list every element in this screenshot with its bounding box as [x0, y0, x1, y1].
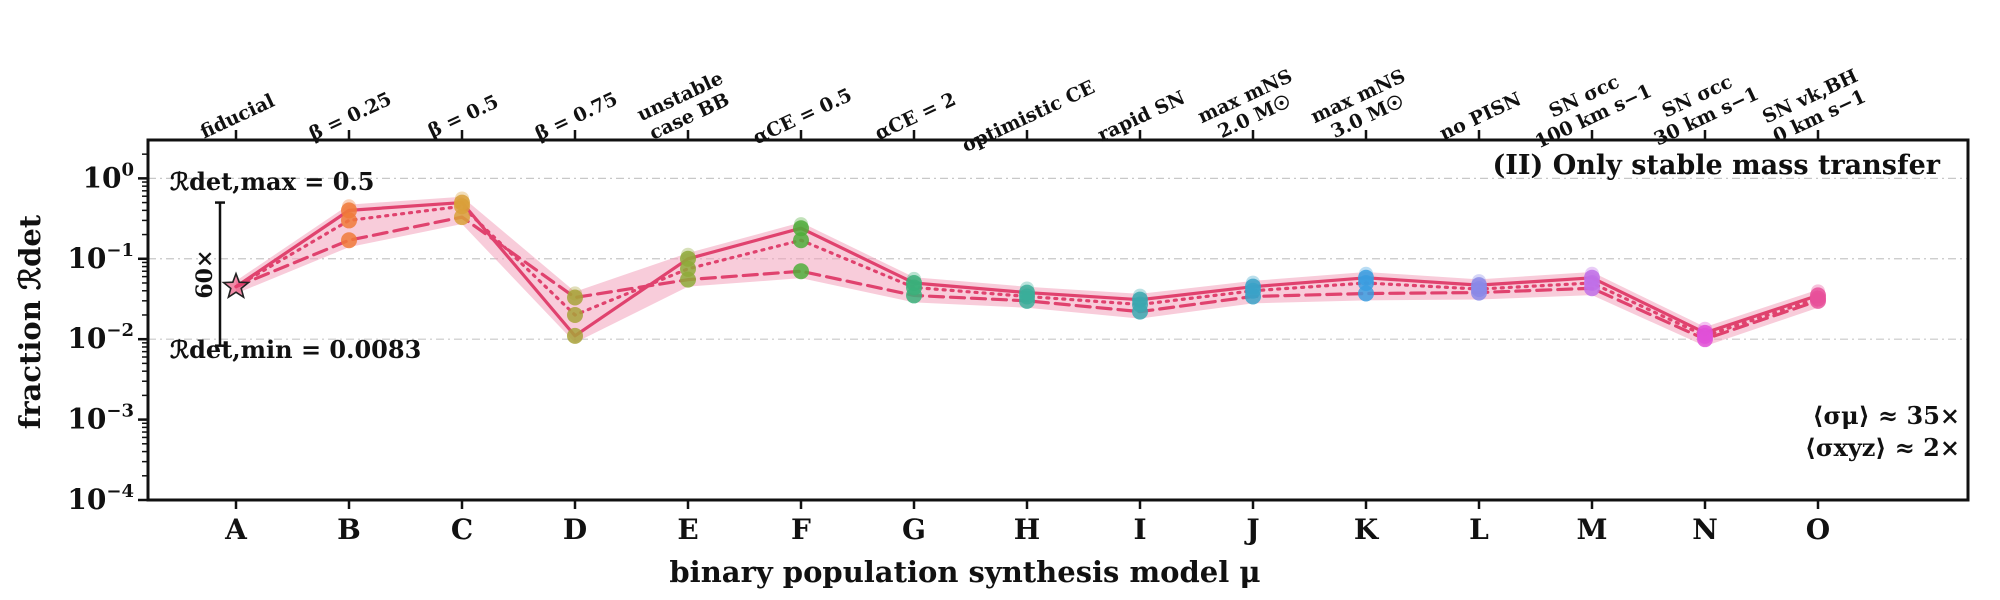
data-point-D — [567, 289, 583, 306]
fiducial-star-marker — [221, 271, 251, 300]
data-point-halo-E — [681, 247, 695, 262]
model-name-label: β = 0.25 — [306, 88, 395, 145]
data-point-M — [1584, 280, 1600, 297]
data-point-halo-O — [1811, 284, 1825, 299]
data-point-halo-M — [1585, 266, 1599, 281]
x-tick-label: L — [1469, 513, 1489, 546]
model-name-label: no PISN — [1436, 88, 1524, 145]
data-point-halo-J — [1246, 275, 1260, 290]
data-point-halo-D — [568, 286, 582, 301]
data-point-B — [341, 232, 357, 249]
model-name-label: β = 0.5 — [425, 91, 502, 143]
data-point-C — [454, 209, 470, 226]
x-tick-label: C — [451, 513, 473, 546]
data-point-D — [567, 327, 583, 344]
data-point-G — [906, 287, 922, 304]
sigma-xyz-label: ⟨σxyz⟩ ≈ 2× — [1805, 433, 1960, 462]
model-name-label: unstablecase BB — [634, 67, 736, 146]
model-name-label: SN vk,BH0 km s−1 — [1759, 65, 1871, 148]
y-tick-label: 100 — [83, 159, 135, 194]
y-tick-label: 10−3 — [67, 401, 134, 436]
data-point-F — [793, 220, 809, 237]
data-point-B — [341, 212, 357, 229]
data-point-D — [567, 306, 583, 323]
data-point-halo-H — [1020, 281, 1034, 296]
uncertainty-band — [236, 196, 1818, 347]
min-label: ℛdet,min = 0.0083 — [170, 335, 421, 364]
data-point-L — [1471, 284, 1487, 301]
model-name-label: fiducial — [197, 90, 278, 143]
y-tick-label: 10−2 — [67, 320, 134, 355]
y-axis-title: fraction ℛdet — [13, 214, 47, 429]
x-tick-label: N — [1692, 513, 1718, 546]
x-tick-label: G — [902, 513, 926, 546]
x-tick-label: E — [677, 513, 698, 546]
data-point-halo-L — [1472, 274, 1486, 289]
range-factor-label: 60× — [192, 250, 218, 299]
data-point-K — [1358, 285, 1374, 302]
x-tick-label: O — [1806, 513, 1830, 546]
model-name-label: SN σcc30 km s−1 — [1641, 63, 1762, 151]
x-axis: A B C D E F G H I J K L M N O — [224, 500, 1830, 546]
data-point-N — [1697, 331, 1713, 348]
model-name-label: rapid SN — [1094, 87, 1188, 147]
x-tick-label: K — [1354, 513, 1380, 546]
data-point-halo-I — [1133, 288, 1147, 303]
x-tick-label: H — [1014, 513, 1040, 546]
data-point-F — [793, 232, 809, 249]
x-axis-title: binary population synthesis model μ — [669, 555, 1260, 589]
data-point-E — [680, 271, 696, 288]
x-tick-label: F — [791, 513, 811, 546]
y-axis: 100 10−1 10−2 10−3 10−4 — [67, 153, 148, 516]
model-name-label: β = 0.75 — [532, 88, 621, 145]
grid-lines — [148, 177, 1968, 340]
x-tick-label: J — [1243, 513, 1259, 546]
model-name-label: αCE = 2 — [872, 88, 960, 145]
data-point-halo-N — [1698, 321, 1712, 336]
x-tick-label: D — [563, 513, 587, 546]
uncertainty-bands — [236, 196, 1818, 347]
max-label: ℛdet,max = 0.5 — [170, 167, 374, 196]
top-axis-model-names: fiducial β = 0.25 β = 0.5 β = 0.75 unstablec… — [197, 63, 1871, 157]
model-name-label: max mNS2.0 M☉ — [1194, 65, 1305, 148]
model-name-label: optimistic CE — [959, 76, 1099, 157]
data-point-halo-F — [794, 217, 808, 232]
x-tick-label: B — [337, 513, 361, 546]
x-tick-label: M — [1577, 513, 1608, 546]
data-points — [221, 191, 1826, 348]
x-tick-label: I — [1133, 513, 1146, 546]
data-point-halo-C — [455, 191, 469, 206]
y-tick-label: 10−4 — [67, 481, 134, 516]
annotations: (II) Only stable mass transfer ℛdet,max … — [170, 150, 1960, 462]
data-point-O — [1810, 292, 1826, 309]
data-point-H — [1019, 292, 1035, 309]
data-point-J — [1245, 288, 1261, 305]
data-point-halo-G — [907, 271, 921, 286]
sigma-mu-label: ⟨σμ⟩ ≈ 35× — [1812, 401, 1960, 430]
plot-frame — [146, 138, 1970, 502]
model-name-label: max mNS3.0 M☉ — [1307, 65, 1418, 148]
y-tick-label: 10−1 — [67, 240, 134, 275]
plot-border — [146, 138, 1970, 502]
data-point-F — [793, 263, 809, 280]
data-point-I — [1132, 303, 1148, 320]
data-point-halo-K — [1359, 266, 1373, 281]
data-point-halo-B — [342, 199, 356, 214]
x-tick-label: A — [224, 513, 248, 546]
chart-title: (II) Only stable mass transfer — [1493, 150, 1941, 181]
